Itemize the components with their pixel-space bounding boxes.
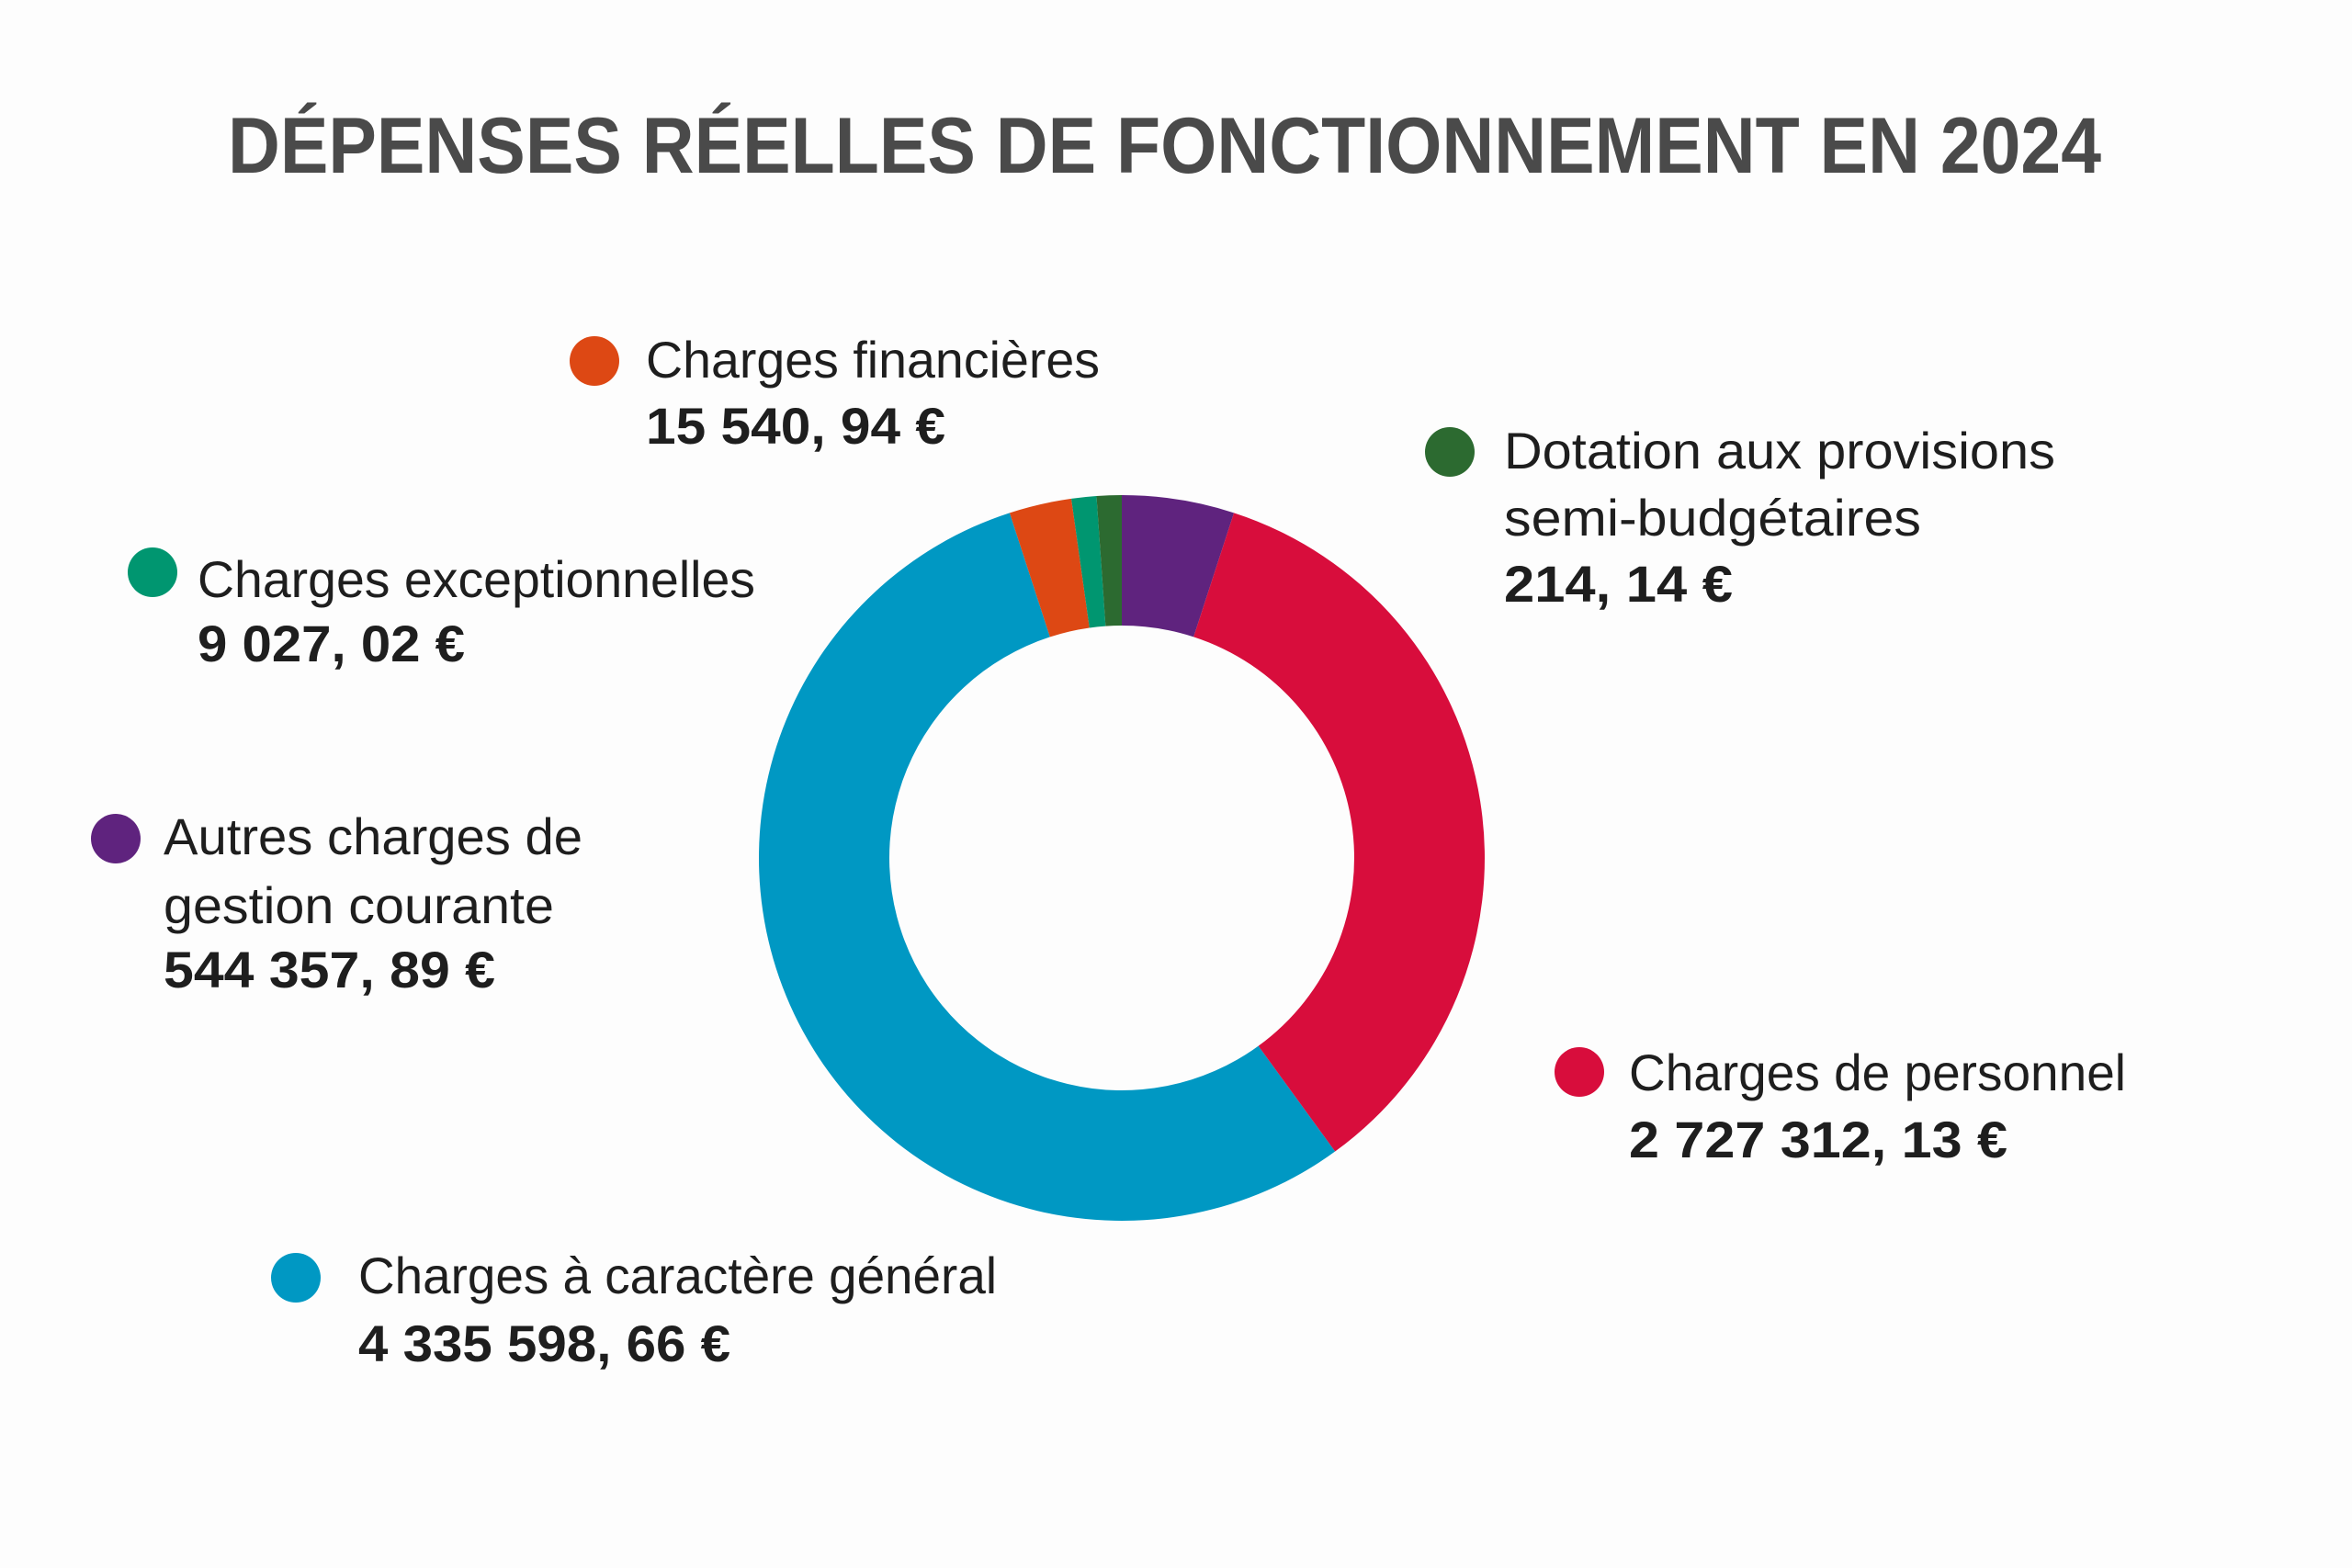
legend-swatch-dark-green [1425, 427, 1475, 477]
legend-swatch-teal [128, 547, 177, 597]
legend-value: 214, 14 € [1504, 555, 1733, 613]
donut-slice-fin [1009, 498, 1090, 637]
legend-label-line-2: semi-budgétaires [1504, 489, 1921, 547]
chart-title: DÉPENSES RÉELLES DE FONCTIONNEMENT EN 20… [228, 102, 2101, 190]
legend-label: Dotation aux provisions [1504, 422, 2055, 479]
donut-slice-aut [1122, 495, 1235, 637]
donut-slice-per [1193, 513, 1485, 1152]
donut-slice-dot [1096, 495, 1122, 626]
legend-item-charges-caractere-general: Charges à caractère général 4 335 598, 6… [271, 1247, 997, 1372]
legend-label: Charges de personnel [1629, 1043, 2126, 1101]
legend-label-line-2: gestion courante [164, 876, 554, 934]
donut-slice-exc [1071, 495, 1106, 628]
legend-swatch-purple [91, 814, 141, 863]
donut-slice-gen [759, 513, 1336, 1221]
legend-swatch-red [1555, 1047, 1604, 1097]
legend-value: 15 540, 94 € [646, 397, 945, 455]
legend-item-charges-personnel: Charges de personnel 2 727 312, 13 € [1555, 1043, 2126, 1168]
donut-chart [759, 495, 1485, 1221]
legend-item-autres-charges: Autres charges de gestion courante 544 3… [91, 807, 582, 998]
legend-label: Autres charges de [164, 807, 582, 865]
legend-value: 544 357, 89 € [164, 941, 495, 998]
legend-value: 9 027, 02 € [198, 615, 465, 672]
legend-swatch-orange [570, 336, 619, 386]
legend-item-dotation-provisions: Dotation aux provisions semi-budgétaires… [1425, 422, 2055, 613]
legend-label: Charges à caractère général [358, 1247, 997, 1304]
legend-item-charges-financieres: Charges financières 15 540, 94 € [570, 331, 1100, 455]
legend-value: 2 727 312, 13 € [1629, 1111, 2007, 1168]
legend-swatch-blue [271, 1253, 321, 1303]
legend-value: 4 335 598, 66 € [358, 1314, 730, 1372]
legend-item-charges-exceptionnelles: Charges exceptionnelles 9 027, 02 € [128, 547, 755, 672]
legend-label: Charges exceptionnelles [198, 550, 755, 608]
legend-label: Charges financières [646, 331, 1100, 389]
